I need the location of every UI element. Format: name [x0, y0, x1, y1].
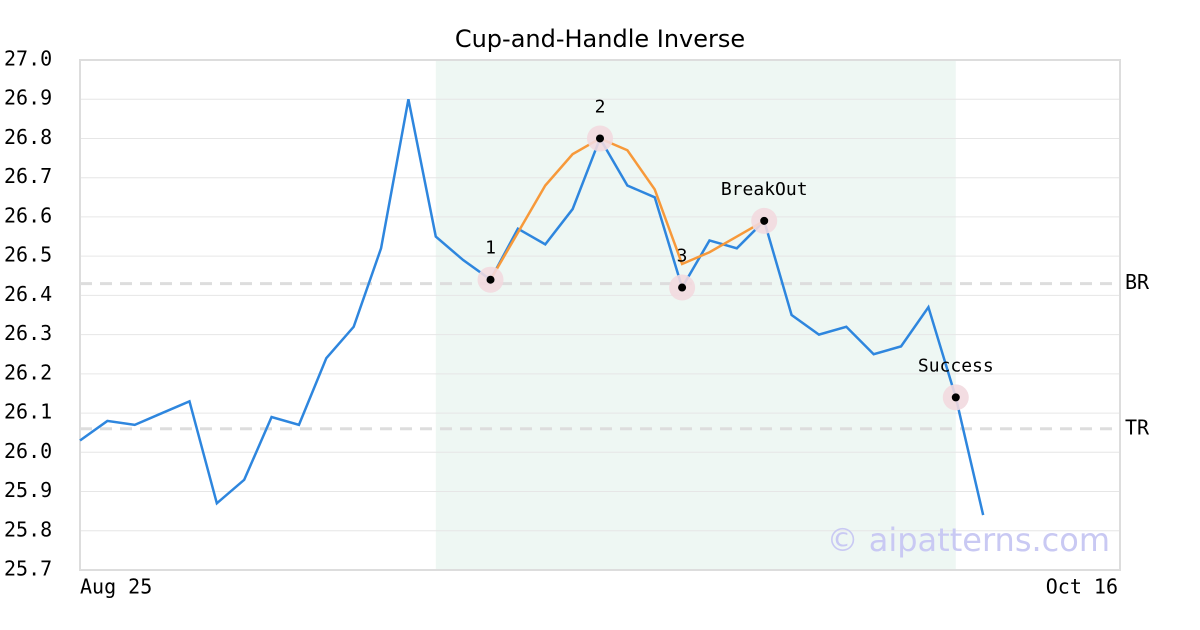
pattern-label: 3 [677, 246, 688, 267]
pattern-label: 1 [485, 238, 496, 259]
y-tick-label: 26.5 [4, 243, 52, 267]
y-tick-label: 26.3 [4, 321, 52, 345]
y-tick-label: 26.7 [4, 164, 52, 188]
y-tick-label: 26.2 [4, 360, 52, 384]
watermark: © aipatterns.com [827, 521, 1110, 559]
pattern-zone [435, 60, 956, 570]
pattern-label: BreakOut [721, 179, 808, 200]
y-tick-label: 27.0 [4, 47, 52, 71]
y-tick-label: 26.0 [4, 439, 52, 463]
y-tick-label: 25.8 [4, 517, 52, 541]
pattern-label: Success [918, 355, 994, 376]
series-line [489, 137, 765, 281]
x-tick-label: Aug 25 [80, 575, 152, 599]
y-tick-label: 26.4 [4, 282, 52, 306]
y-tick-label: 26.1 [4, 400, 52, 424]
y-tick-label: 26.9 [4, 86, 52, 110]
chart-title: Cup-and-Handle Inverse [455, 25, 745, 53]
y-tick-label: 26.8 [4, 125, 52, 149]
level-label: BR [1125, 270, 1150, 294]
pattern-point [486, 275, 495, 284]
y-tick-label: 25.9 [4, 478, 52, 502]
y-tick-label: 25.7 [4, 557, 52, 581]
series-line [79, 98, 985, 516]
pattern-point [951, 393, 960, 402]
pattern-point [760, 216, 769, 225]
pattern-point [678, 283, 687, 292]
x-tick-label: Oct 16 [1046, 575, 1118, 599]
plot-frame [79, 59, 1121, 571]
pattern-point [596, 134, 604, 143]
y-tick-label: 26.6 [4, 203, 52, 227]
pattern-label: 2 [595, 96, 606, 117]
level-label: TR [1125, 415, 1150, 439]
